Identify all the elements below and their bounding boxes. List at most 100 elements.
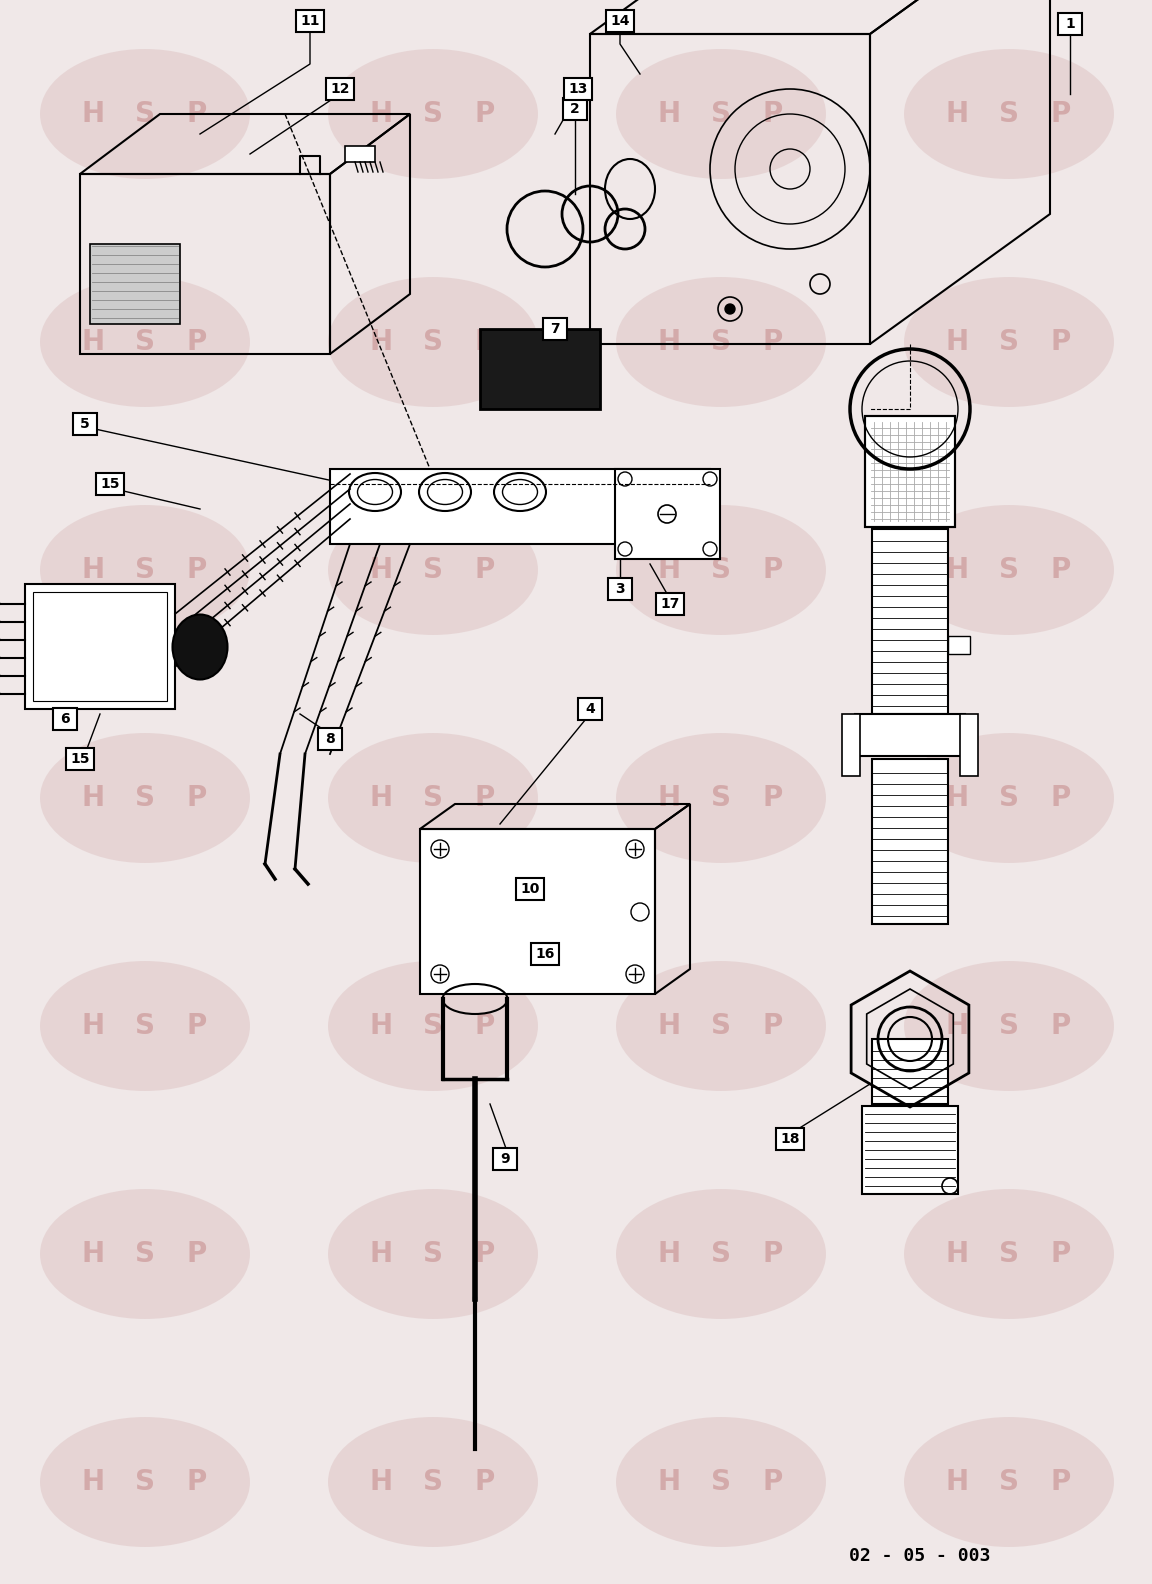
Text: P: P bbox=[187, 556, 207, 584]
FancyBboxPatch shape bbox=[855, 714, 965, 756]
Text: 10: 10 bbox=[521, 882, 539, 897]
FancyBboxPatch shape bbox=[578, 699, 602, 721]
FancyBboxPatch shape bbox=[53, 708, 77, 730]
Ellipse shape bbox=[40, 505, 250, 635]
Text: P: P bbox=[475, 1468, 495, 1495]
Text: P: P bbox=[475, 1240, 495, 1269]
Text: H: H bbox=[370, 328, 393, 356]
Text: H: H bbox=[658, 100, 681, 128]
Text: P: P bbox=[187, 100, 207, 128]
Text: P: P bbox=[1051, 1468, 1071, 1495]
Text: P: P bbox=[475, 556, 495, 584]
Text: 12: 12 bbox=[331, 82, 350, 97]
Text: 6: 6 bbox=[60, 711, 70, 725]
Text: H: H bbox=[82, 784, 105, 813]
Text: P: P bbox=[187, 1012, 207, 1041]
Text: P: P bbox=[763, 556, 783, 584]
Ellipse shape bbox=[904, 733, 1114, 863]
Text: S: S bbox=[423, 784, 444, 813]
FancyBboxPatch shape bbox=[531, 942, 559, 965]
FancyBboxPatch shape bbox=[516, 878, 544, 900]
Text: 13: 13 bbox=[568, 82, 588, 97]
Text: H: H bbox=[82, 1468, 105, 1495]
Text: S: S bbox=[135, 328, 156, 356]
Text: S: S bbox=[711, 1240, 732, 1269]
FancyBboxPatch shape bbox=[329, 469, 710, 543]
Ellipse shape bbox=[616, 961, 826, 1091]
Text: S: S bbox=[999, 1012, 1020, 1041]
Text: H: H bbox=[658, 1468, 681, 1495]
Text: H: H bbox=[82, 1240, 105, 1269]
Text: 7: 7 bbox=[551, 322, 560, 336]
Text: H: H bbox=[658, 556, 681, 584]
Text: P: P bbox=[763, 328, 783, 356]
Text: 1: 1 bbox=[1066, 17, 1075, 32]
Text: S: S bbox=[711, 784, 732, 813]
Text: S: S bbox=[711, 556, 732, 584]
FancyBboxPatch shape bbox=[948, 637, 970, 654]
Text: H: H bbox=[946, 1240, 969, 1269]
Ellipse shape bbox=[40, 49, 250, 179]
FancyBboxPatch shape bbox=[96, 474, 124, 496]
Ellipse shape bbox=[40, 1190, 250, 1319]
Text: P: P bbox=[763, 100, 783, 128]
FancyBboxPatch shape bbox=[420, 828, 655, 995]
Text: P: P bbox=[475, 100, 495, 128]
FancyBboxPatch shape bbox=[543, 318, 567, 341]
Text: 9: 9 bbox=[500, 1152, 510, 1166]
Text: S: S bbox=[135, 1240, 156, 1269]
Text: S: S bbox=[999, 556, 1020, 584]
Text: H: H bbox=[946, 1468, 969, 1495]
Ellipse shape bbox=[328, 505, 538, 635]
Text: H: H bbox=[370, 784, 393, 813]
FancyBboxPatch shape bbox=[493, 1148, 517, 1171]
Text: S: S bbox=[999, 784, 1020, 813]
Text: P: P bbox=[475, 1012, 495, 1041]
Ellipse shape bbox=[40, 1418, 250, 1548]
FancyBboxPatch shape bbox=[655, 592, 684, 615]
Text: 15: 15 bbox=[70, 752, 90, 767]
Text: H: H bbox=[82, 328, 105, 356]
Text: 15: 15 bbox=[100, 477, 120, 491]
FancyBboxPatch shape bbox=[865, 417, 955, 527]
Text: H: H bbox=[946, 328, 969, 356]
Text: 17: 17 bbox=[660, 597, 680, 611]
Text: P: P bbox=[1051, 1012, 1071, 1041]
Ellipse shape bbox=[328, 1418, 538, 1548]
Ellipse shape bbox=[616, 277, 826, 407]
FancyBboxPatch shape bbox=[606, 10, 634, 32]
Text: H: H bbox=[370, 1240, 393, 1269]
Ellipse shape bbox=[328, 277, 538, 407]
FancyBboxPatch shape bbox=[842, 714, 861, 776]
Text: H: H bbox=[82, 556, 105, 584]
Text: S: S bbox=[999, 328, 1020, 356]
Text: 4: 4 bbox=[585, 702, 594, 716]
Text: 18: 18 bbox=[780, 1133, 799, 1145]
Ellipse shape bbox=[904, 1418, 1114, 1548]
FancyBboxPatch shape bbox=[344, 146, 376, 162]
Text: P: P bbox=[1051, 100, 1071, 128]
Text: S: S bbox=[423, 1012, 444, 1041]
Text: 3: 3 bbox=[615, 581, 624, 596]
Text: P: P bbox=[475, 784, 495, 813]
Text: H: H bbox=[658, 1240, 681, 1269]
Text: P: P bbox=[1051, 1240, 1071, 1269]
Text: P: P bbox=[187, 328, 207, 356]
Ellipse shape bbox=[40, 277, 250, 407]
Text: S: S bbox=[423, 328, 444, 356]
FancyBboxPatch shape bbox=[318, 729, 342, 749]
Text: P: P bbox=[187, 1468, 207, 1495]
FancyBboxPatch shape bbox=[608, 578, 632, 600]
Ellipse shape bbox=[328, 961, 538, 1091]
FancyBboxPatch shape bbox=[564, 78, 592, 100]
Ellipse shape bbox=[616, 733, 826, 863]
Ellipse shape bbox=[904, 1190, 1114, 1319]
Ellipse shape bbox=[904, 277, 1114, 407]
Text: P: P bbox=[763, 1468, 783, 1495]
FancyBboxPatch shape bbox=[1058, 13, 1082, 35]
FancyBboxPatch shape bbox=[872, 1039, 948, 1104]
Text: S: S bbox=[711, 328, 732, 356]
FancyBboxPatch shape bbox=[326, 78, 354, 100]
Text: S: S bbox=[135, 1012, 156, 1041]
Text: H: H bbox=[946, 556, 969, 584]
